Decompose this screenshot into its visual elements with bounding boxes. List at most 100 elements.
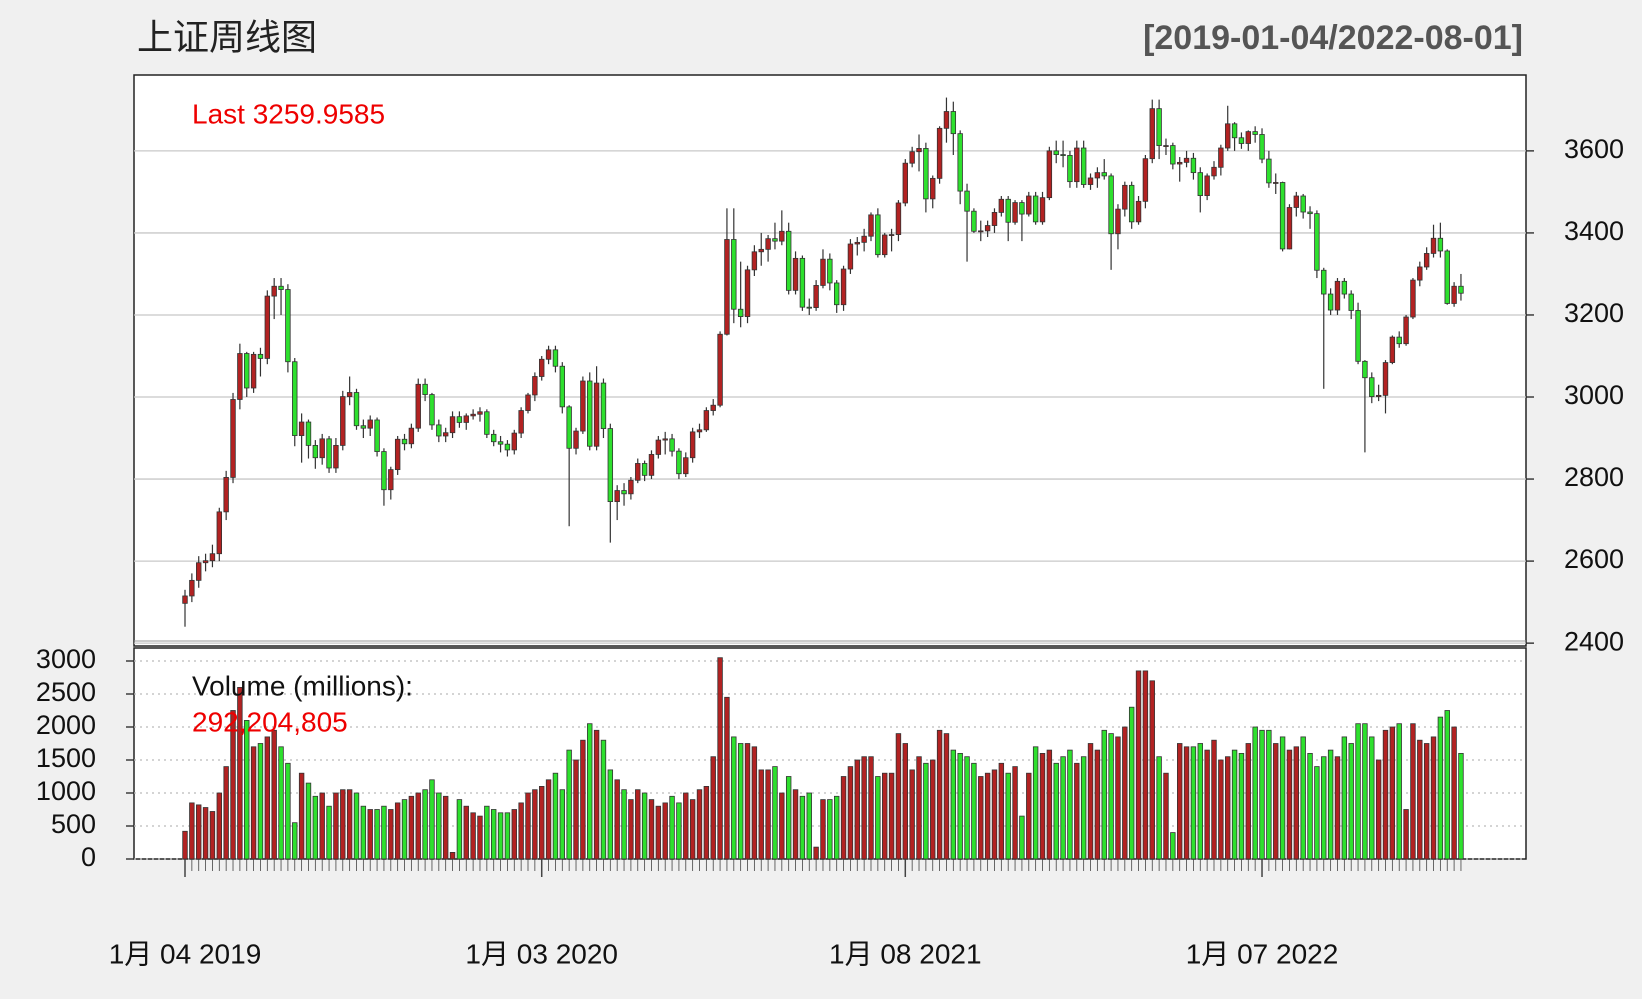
candle-body (1362, 360, 1368, 379)
candle-body (1286, 207, 1293, 250)
volume-bar (710, 756, 716, 860)
candle-body (511, 432, 517, 451)
volume-bar (648, 799, 655, 860)
candle-body (731, 239, 737, 310)
volume-bar (381, 805, 387, 860)
candle-body (1321, 269, 1327, 295)
candle-body (683, 457, 689, 475)
volume-bar (504, 812, 511, 860)
candle-body (888, 234, 895, 236)
volume-bar (621, 789, 627, 860)
candle-body (237, 353, 243, 400)
candle-body (1019, 202, 1025, 215)
candle-body (408, 427, 415, 445)
volume-bar (244, 720, 250, 860)
volume-bar (964, 756, 970, 860)
candle-body (580, 380, 586, 432)
volume-bar (1156, 756, 1162, 860)
volume-last-label: 292,204,805 (192, 706, 348, 737)
candle-body (1355, 310, 1361, 362)
candle-body (319, 438, 325, 459)
volume-bar (799, 795, 806, 860)
candle-body (724, 239, 730, 335)
volume-bar (847, 766, 854, 860)
volume-bar (1032, 746, 1039, 860)
y-tick-label: 2600 (1564, 544, 1624, 574)
volume-bar (518, 802, 524, 860)
candle-body (244, 353, 250, 389)
candle-body (648, 454, 655, 476)
volume-bar (360, 805, 367, 860)
candle-body (758, 248, 764, 253)
volume-bar (1341, 736, 1348, 860)
candle-body (710, 404, 716, 411)
volume-bar (216, 792, 222, 860)
candle-body (1149, 108, 1155, 160)
volume-bar (1211, 739, 1217, 860)
candle-body (1389, 336, 1396, 363)
candle-body (655, 439, 662, 455)
candle-body (196, 562, 202, 581)
candle-body (1101, 172, 1107, 177)
volume-bar (566, 749, 572, 860)
volume-bar (1067, 749, 1073, 860)
candle-body (1252, 131, 1258, 135)
volume-bar (971, 762, 977, 860)
candle-body (573, 430, 579, 449)
candle-body (257, 353, 264, 359)
volume-bar (1128, 706, 1135, 860)
volume-bar (463, 805, 469, 860)
candle-body (875, 214, 881, 256)
candle-body (1273, 182, 1279, 184)
candle-body (1204, 175, 1210, 196)
volume-bar (868, 756, 874, 860)
volume-bar (607, 769, 614, 860)
candle-body (991, 212, 998, 226)
volume-bar (840, 776, 847, 860)
volume-bar (1142, 670, 1149, 860)
volume-bar (1314, 766, 1320, 860)
volume-bar (470, 812, 476, 860)
candle-body (271, 285, 277, 297)
volume-bar (257, 743, 264, 860)
volume-bar (1087, 743, 1094, 860)
volume-bar (1122, 726, 1128, 860)
candle-body (1142, 158, 1149, 202)
volume-bar (1382, 729, 1389, 860)
candle-body (813, 285, 819, 308)
candle-body (834, 282, 840, 306)
volume-bar (731, 736, 737, 860)
volume-bar (1437, 716, 1444, 860)
volume-bar (587, 723, 593, 860)
volume-bar (758, 769, 764, 860)
candle-body (978, 230, 984, 233)
volume-bar (532, 789, 538, 860)
candle-body (374, 419, 380, 452)
volume-bar (717, 657, 723, 860)
candle-body (950, 111, 957, 135)
volume-bar (292, 822, 298, 860)
y-tick-label: 3200 (1564, 298, 1624, 328)
candle-body (1087, 177, 1094, 185)
volume-bar (298, 772, 305, 860)
volume-bar (820, 799, 826, 860)
volume-bar (1307, 753, 1313, 860)
volume-bar (1238, 753, 1245, 860)
candle-body (785, 230, 792, 291)
volume-bar (484, 805, 490, 860)
volume-bar (676, 802, 682, 860)
candle-body (346, 392, 353, 397)
candle-body (415, 383, 421, 429)
candle-body (882, 234, 888, 256)
candle-body (1074, 147, 1080, 183)
candle-body (209, 553, 216, 562)
candle-body (1451, 285, 1457, 304)
candle-body (1026, 195, 1032, 215)
volume-bar (724, 696, 730, 860)
candle-body (477, 411, 483, 415)
price-panel (133, 74, 1527, 647)
volume-bar (1369, 736, 1375, 860)
volume-bar (429, 779, 435, 860)
candle-body (984, 225, 991, 232)
volume-bar (573, 759, 579, 860)
